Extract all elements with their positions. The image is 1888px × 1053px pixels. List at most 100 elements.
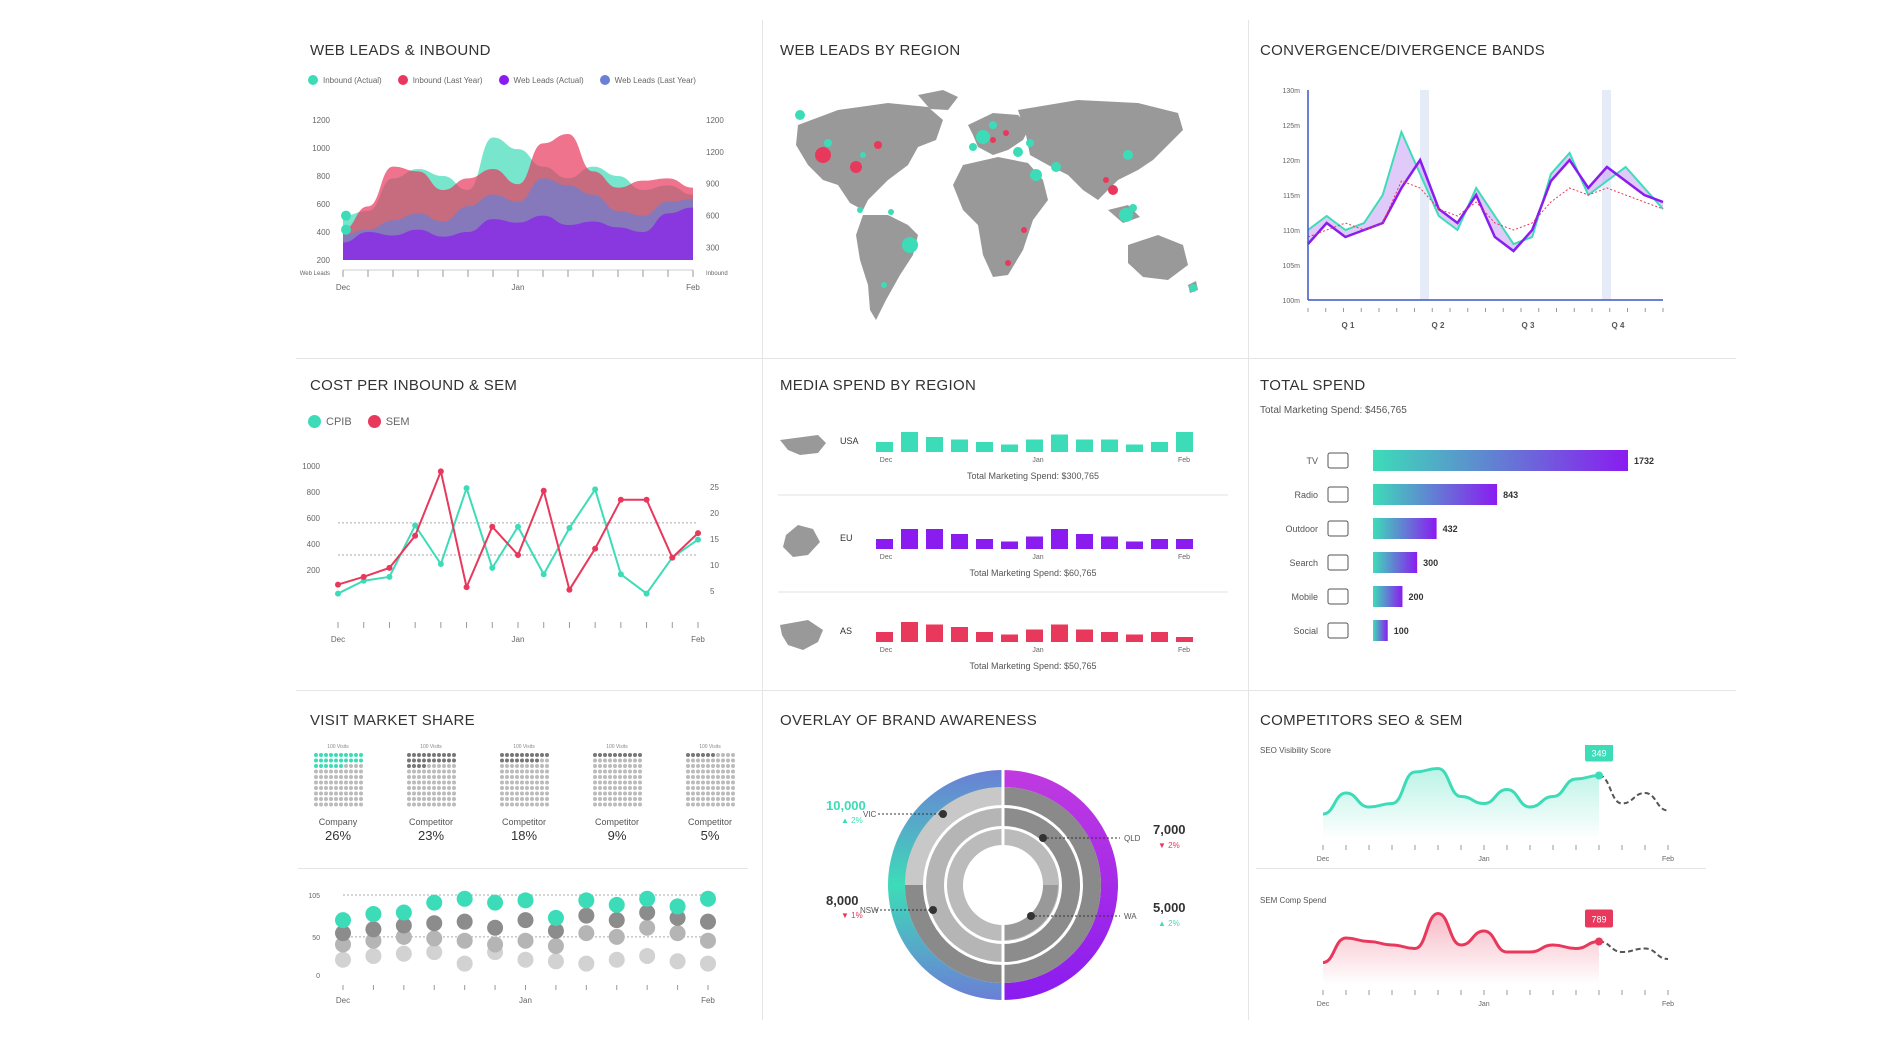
- bar: [1151, 442, 1168, 452]
- grid-dot: [427, 775, 431, 779]
- continent-africa: [953, 157, 1048, 277]
- grid-dot: [344, 780, 348, 785]
- grid-dot: [510, 769, 514, 774]
- grid-dot: [432, 786, 436, 790]
- region-total: Total Marketing Spend: $300,765: [967, 471, 1099, 481]
- grid-legend: 100 Visits: [606, 744, 628, 750]
- data-point: [639, 904, 656, 921]
- grid-dot: [354, 780, 358, 785]
- series-area: [1323, 913, 1599, 985]
- bands-chart: 130m 125m 120m 115m 110m 105m 100m Q 1 Q 2 Q 3 Q 4: [1282, 88, 1664, 330]
- y2-tick-label: 20: [710, 509, 719, 518]
- grid-dot: [417, 769, 421, 774]
- grid-dot: [525, 791, 529, 796]
- thumbs-up-icon: [1327, 622, 1349, 639]
- grid-dot: [716, 775, 720, 779]
- callout-box: [1585, 909, 1613, 928]
- grid-dot: [319, 753, 323, 757]
- grid-dot: [691, 797, 695, 801]
- data-point: [547, 953, 564, 970]
- grid-dot: [613, 780, 617, 785]
- grid-dot: [545, 786, 549, 790]
- data-point: [592, 545, 599, 552]
- grid-dot: [349, 758, 353, 763]
- grid-dot: [540, 775, 544, 779]
- data-point: [608, 928, 625, 945]
- grid-dot: [593, 753, 597, 757]
- grid-dot: [721, 753, 725, 757]
- grid-dot: [716, 802, 720, 807]
- callout-point: [1595, 937, 1603, 946]
- grid-dot: [427, 780, 431, 785]
- grid-dot: [701, 769, 705, 774]
- y2-tick-label: 900: [706, 180, 720, 189]
- grid-dot: [349, 797, 353, 801]
- series-area: [343, 207, 693, 260]
- grid-dot: [442, 786, 446, 790]
- grid-dot: [638, 780, 642, 785]
- grid-dot: [417, 797, 421, 801]
- grid-dot: [711, 786, 715, 790]
- data-point: [395, 904, 412, 921]
- grid-dot: [696, 786, 700, 790]
- y-tick-label: 200: [307, 566, 321, 575]
- grid-dot: [319, 764, 323, 768]
- category-label: Competitor: [409, 817, 453, 827]
- grid-dot: [711, 775, 715, 779]
- grid-dot: [696, 797, 700, 801]
- grid-dot: [618, 786, 622, 790]
- grid-dot: [613, 775, 617, 779]
- grid-dot: [344, 797, 348, 801]
- grid-dot: [520, 764, 524, 768]
- legend-item[interactable]: SEM: [367, 415, 410, 428]
- legend-item[interactable]: Inbound (Last Year): [397, 75, 483, 85]
- data-point: [639, 947, 656, 964]
- legend-item[interactable]: Inbound (Actual): [308, 75, 382, 85]
- grid-dot: [324, 797, 328, 801]
- grid-dot: [515, 764, 519, 768]
- data-point: [365, 921, 382, 938]
- x-tick-label: Q 3: [1522, 321, 1535, 330]
- grid-dot: [447, 802, 451, 807]
- map-markers: [795, 110, 1197, 292]
- grid-dot: [349, 780, 353, 785]
- grid-dot: [545, 791, 549, 796]
- panel-web-leads: WEB LEADS & INBOUND Inbound (Actual) Inb…: [298, 20, 758, 355]
- data-point: [365, 906, 382, 923]
- x-tick-label: Jan: [1032, 457, 1043, 464]
- grid-dot: [510, 802, 514, 807]
- legend-item[interactable]: Web Leads (Last Year): [599, 75, 696, 85]
- data-point: [700, 955, 716, 972]
- grid-dot: [613, 797, 617, 801]
- grid-dot: [716, 797, 720, 801]
- grid-dot: [319, 791, 323, 796]
- grid-dot: [319, 758, 323, 763]
- grid-dot: [623, 758, 627, 763]
- grid-dot: [447, 775, 451, 779]
- grid-dot: [417, 791, 421, 796]
- grid-dot: [339, 802, 343, 807]
- data-point: [335, 590, 341, 597]
- grid-dot: [447, 758, 451, 763]
- grid-dot: [417, 775, 421, 779]
- grid-dot: [329, 791, 333, 796]
- grid-dot: [608, 780, 612, 785]
- grid-dot: [422, 753, 426, 757]
- x-tick-label: Feb: [1178, 554, 1190, 561]
- grid-dot: [510, 764, 514, 768]
- grid-dot: [731, 802, 735, 807]
- grid-dot: [731, 758, 735, 763]
- grid-dot: [603, 769, 607, 774]
- grid-dot: [407, 786, 411, 790]
- grid-dot: [701, 780, 705, 785]
- legend-item[interactable]: CPIB: [308, 415, 352, 428]
- grid-dot: [618, 758, 622, 763]
- grid-dot: [598, 764, 602, 768]
- y-tick-label: 130m: [1282, 88, 1300, 95]
- data-point: [335, 581, 341, 588]
- bar: [901, 529, 918, 549]
- grid-dot: [344, 775, 348, 779]
- grid-dot: [726, 797, 730, 801]
- grid-dot: [354, 797, 358, 801]
- legend-item[interactable]: Web Leads (Actual): [498, 75, 584, 85]
